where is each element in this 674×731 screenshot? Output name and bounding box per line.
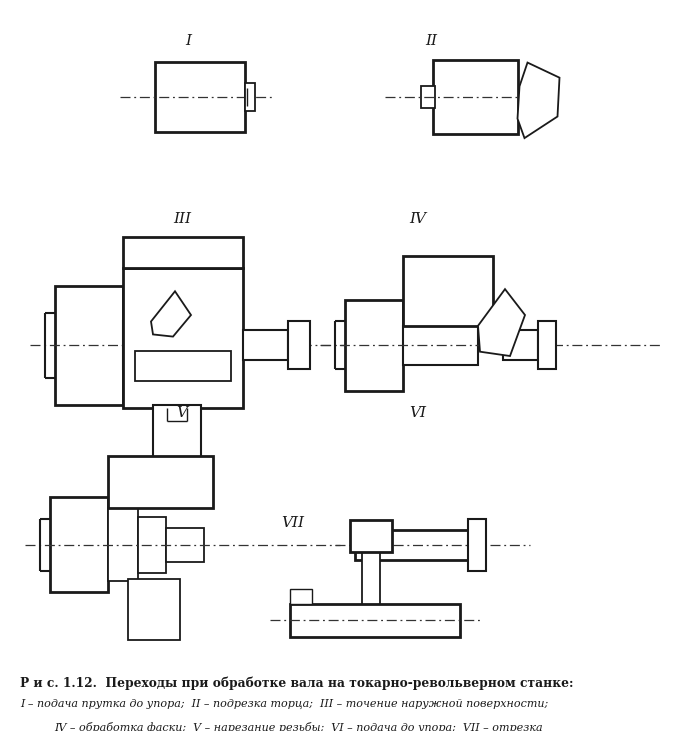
Text: II: II	[425, 34, 437, 48]
Text: I – подача прутка до упора;  II – подрезка торца;  III – точение наружной поверх: I – подача прутка до упора; II – подрезк…	[20, 699, 549, 709]
Text: VI: VI	[409, 406, 427, 420]
Bar	[135, 351, 231, 381]
Bar	[288, 322, 310, 369]
Bar	[538, 322, 556, 369]
Polygon shape	[518, 63, 559, 138]
Text: IV – обработка фаски;  V – нарезание резьбы;  VI – подача до упора;  VII – отрез: IV – обработка фаски; V – нарезание резь…	[54, 721, 543, 731]
Bar	[138, 517, 166, 573]
Bar	[135, 270, 231, 381]
Bar	[421, 86, 435, 108]
Text: Р и с. 1.12.  Переходы при обработке вала на токарно-револьверном станке:: Р и с. 1.12. Переходы при обработке вала…	[20, 676, 574, 690]
Bar	[433, 61, 518, 134]
Text: I: I	[186, 34, 191, 48]
Text: IV: IV	[409, 213, 427, 227]
Bar	[55, 286, 123, 404]
Polygon shape	[151, 291, 191, 336]
Bar	[166, 528, 204, 562]
Bar	[468, 519, 486, 571]
Text: V: V	[177, 406, 187, 420]
Bar	[50, 497, 108, 592]
Text: III: III	[173, 213, 191, 227]
Bar	[350, 520, 392, 553]
Bar	[245, 83, 255, 111]
Bar	[362, 553, 380, 604]
Bar	[155, 62, 245, 132]
Bar	[108, 456, 213, 508]
Bar	[355, 530, 480, 560]
Bar	[403, 256, 493, 326]
Bar	[290, 589, 312, 604]
Bar	[108, 508, 138, 581]
Text: VII: VII	[282, 516, 305, 530]
Bar	[503, 330, 538, 360]
Bar	[123, 238, 243, 268]
Polygon shape	[478, 289, 525, 356]
Bar	[290, 604, 460, 637]
Bar	[123, 322, 208, 369]
Bar	[153, 404, 201, 467]
Bar	[123, 268, 243, 408]
Bar	[128, 580, 180, 640]
Bar	[403, 326, 478, 365]
Bar	[243, 330, 288, 360]
Bar	[345, 300, 403, 390]
